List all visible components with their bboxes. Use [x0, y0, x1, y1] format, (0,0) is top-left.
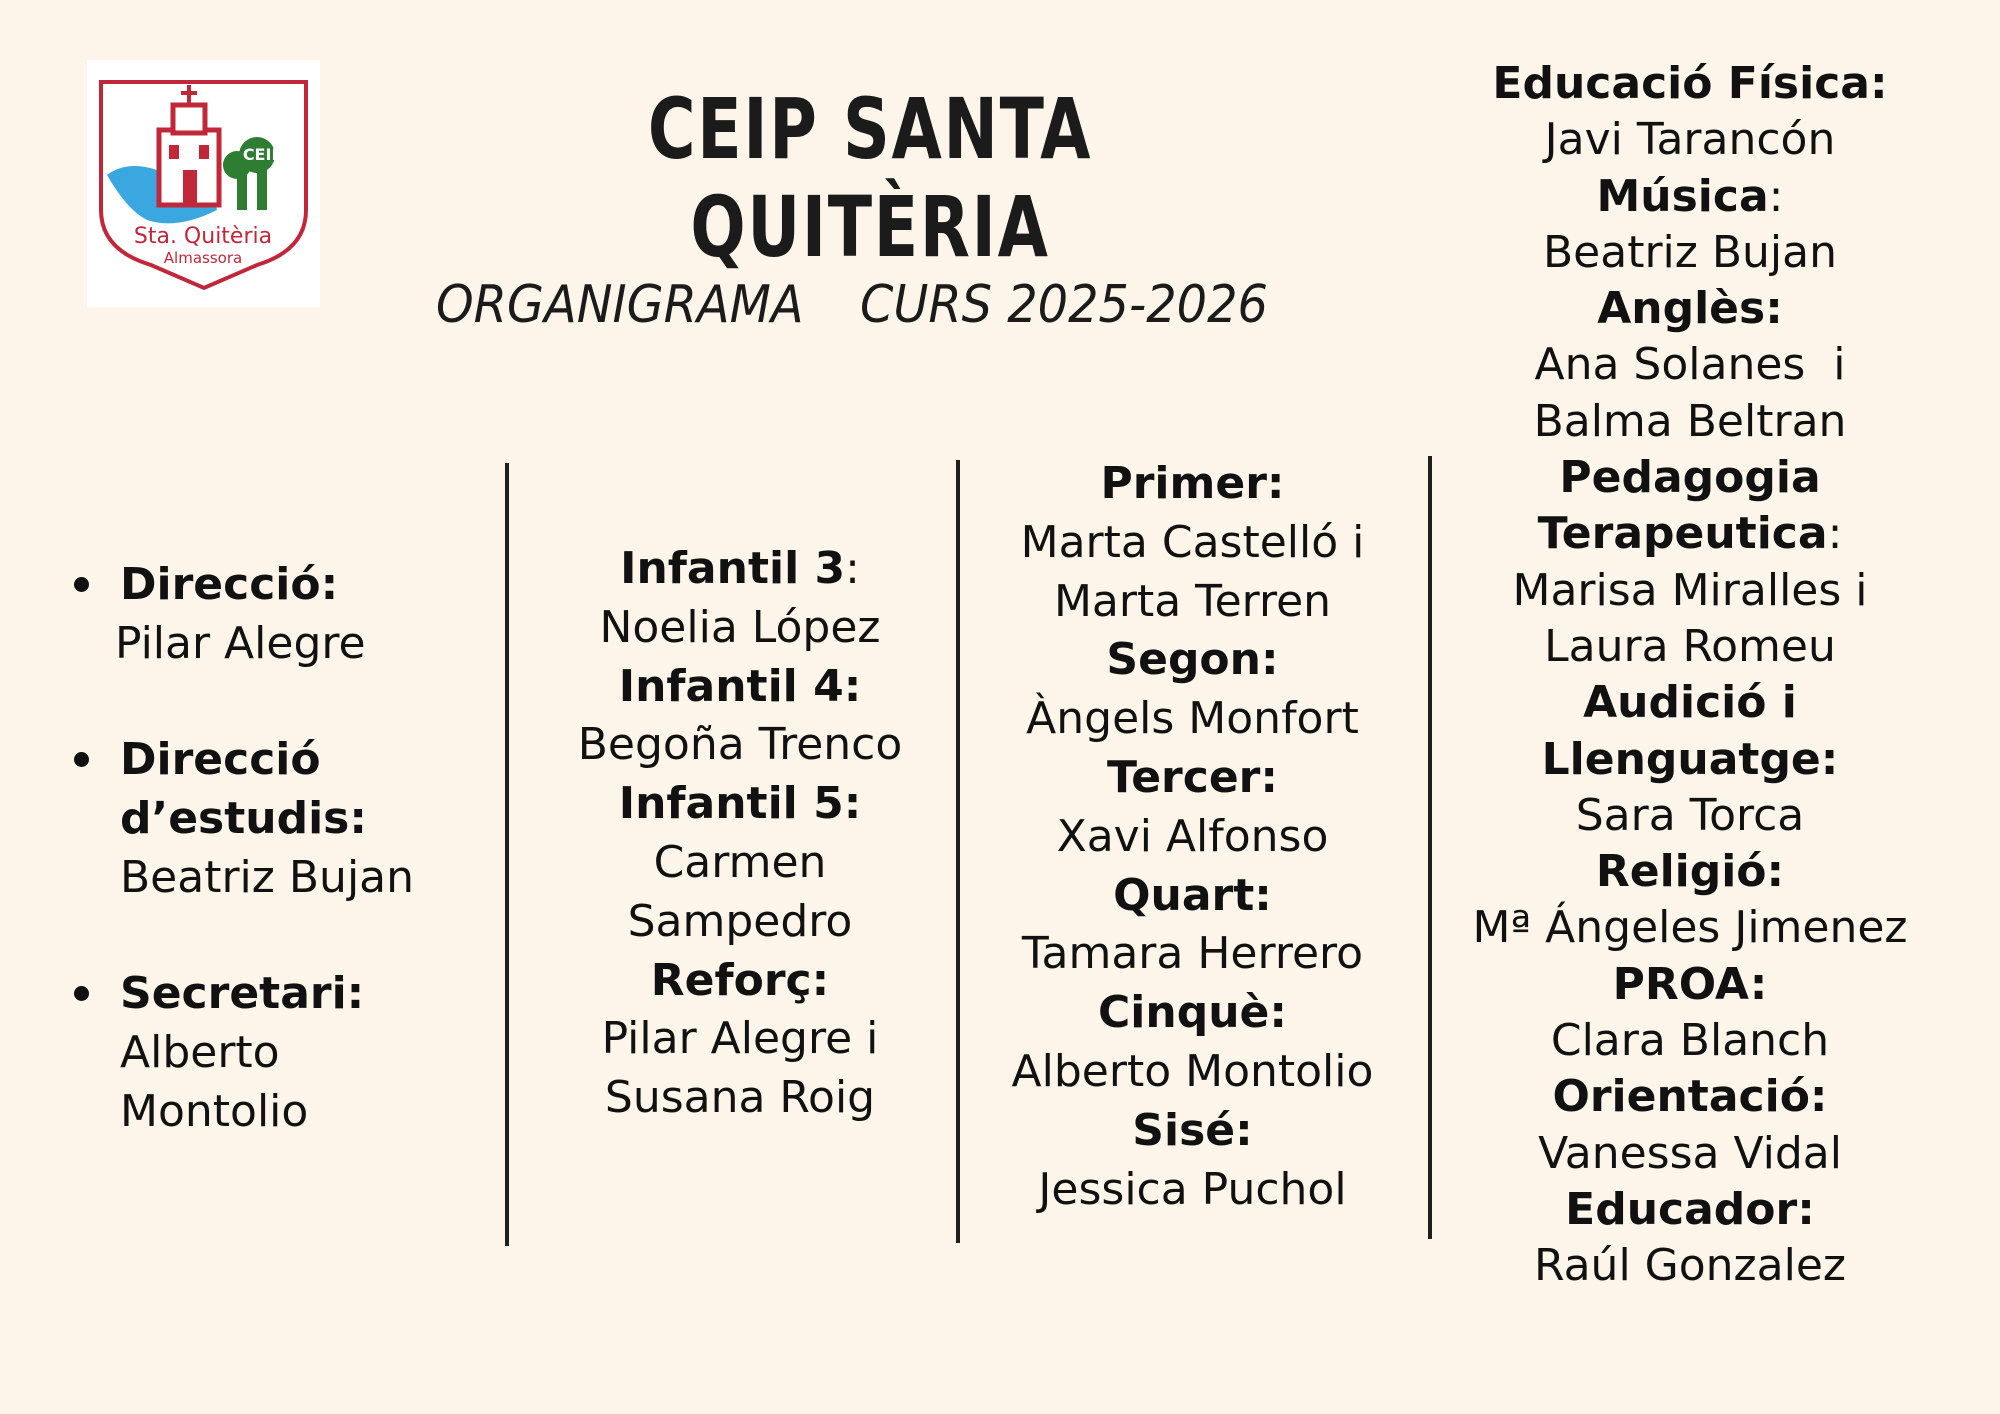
management-item-head-of-studies: Direcció d’estudis: Beatriz Bujan — [70, 730, 470, 907]
role-label: PROA: — [1612, 958, 1768, 1010]
management-item-secretary: Secretari: Alberto Montolio — [70, 964, 470, 1141]
bullet-icon — [74, 577, 89, 592]
person-name: Clara Blanch — [1550, 1015, 1830, 1067]
role-label: Segon: — [1106, 634, 1279, 686]
role-label: Secretari: — [120, 968, 365, 1019]
person-name: Sara Torca — [1575, 789, 1805, 841]
person-name: Alberto Montolio — [1011, 1045, 1374, 1097]
role-label: Infantil 4: — [618, 660, 862, 712]
person-name: Carmen — [653, 836, 827, 888]
management-column: Direcció: Pilar Alegre Direcció d’estudi… — [70, 555, 470, 1198]
page-title: CEIP SANTA QUITÈRIA — [647, 80, 1093, 276]
specialists-column: Educació Física: Javi Tarancón Música: B… — [1440, 56, 1940, 1295]
role-colon: : — [1827, 508, 1843, 560]
role-label: Educador: — [1565, 1183, 1815, 1235]
person-name: Pilar Alegre i — [601, 1013, 879, 1065]
role-label: Audició i — [1583, 677, 1797, 729]
role-label: Sisé: — [1132, 1104, 1253, 1156]
role-label: Quart: — [1113, 869, 1272, 921]
role-label: Pedagogia — [1559, 452, 1821, 504]
role-label: Orientació: — [1552, 1071, 1828, 1123]
infantil-column: Infantil 3: Noelia López Infantil 4: Beg… — [520, 540, 960, 1128]
role-line-musica: Música: — [1440, 169, 1940, 225]
person-name: Balma Beltran — [1533, 395, 1847, 447]
logo-town-text: Almassora — [164, 249, 242, 267]
person-name: Marta Terren — [1053, 575, 1332, 627]
primaria-column: Primer: Marta Castelló i Marta Terren Se… — [970, 455, 1415, 1219]
person-name: Pilar Alegre — [115, 618, 366, 669]
role-label: Direcció: — [120, 559, 339, 610]
person-name: Vanessa Vidal — [1538, 1127, 1842, 1179]
role-label: Tercer: — [1107, 751, 1278, 803]
role-label: Reforç: — [650, 954, 830, 1006]
subtitle-course: CURS 2025-2026 — [860, 275, 1269, 335]
person-name: Marta Castelló i — [1020, 516, 1365, 568]
person-name: Sampedro — [627, 895, 853, 947]
role-line-infantil-3: Infantil 3: — [520, 540, 960, 599]
role-label: Educació Física: — [1492, 58, 1888, 109]
person-name: Mª Ángeles Jimenez — [1472, 902, 1908, 954]
school-logo-icon: CEIP Sta. Quitèria Almassora — [99, 80, 308, 291]
person-name: Alberto — [120, 1027, 280, 1078]
person-name: Susana Roig — [604, 1072, 876, 1124]
subtitle-organigrama: ORGANIGRAMA — [436, 275, 804, 335]
school-logo: CEIP Sta. Quitèria Almassora — [87, 60, 320, 307]
person-name: Xavi Alfonso — [1056, 810, 1329, 862]
role-line-pt: Terapeutica: — [1440, 506, 1940, 562]
person-name: Beatriz Bujan — [120, 852, 415, 903]
person-name: Beatriz Bujan — [1542, 226, 1837, 278]
role-label: Infantil 3 — [620, 543, 846, 594]
column-divider-2 — [956, 460, 960, 1243]
person-name: Jessica Puchol — [1038, 1163, 1347, 1215]
role-label: Direcció — [120, 734, 321, 785]
role-label: Llenguatge: — [1541, 733, 1839, 785]
column-divider-1 — [505, 463, 509, 1246]
column-divider-3 — [1428, 456, 1432, 1239]
role-label: Anglès: — [1597, 283, 1783, 335]
logo-badge-text: CEIP — [243, 145, 284, 164]
role-label: Cinquè: — [1098, 987, 1287, 1039]
role-label: Infantil 5: — [618, 778, 862, 830]
person-name: Ana Solanes i — [1534, 339, 1846, 391]
person-name: Tamara Herrero — [1021, 928, 1364, 980]
role-label: Religió: — [1595, 846, 1785, 898]
logo-name-text: Sta. Quitèria — [134, 224, 272, 249]
bullet-icon — [74, 986, 89, 1001]
role-colon: : — [1768, 170, 1784, 222]
role-label: Música — [1596, 170, 1769, 222]
bullet-icon — [74, 752, 89, 767]
person-name: Àngels Monfort — [1026, 693, 1359, 745]
person-name: Marisa Miralles i — [1512, 564, 1868, 616]
role-label: Terapeutica — [1537, 508, 1828, 560]
person-name: Noelia López — [599, 601, 881, 653]
role-label: Primer: — [1100, 458, 1285, 509]
person-name: Javi Tarancón — [1544, 114, 1836, 166]
person-name: Raúl Gonzalez — [1533, 1240, 1847, 1292]
management-item-director: Direcció: Pilar Alegre — [70, 555, 470, 673]
person-name: Begoña Trenco — [577, 719, 903, 771]
role-label: d’estudis: — [120, 793, 367, 844]
person-name: Laura Romeu — [1544, 620, 1836, 672]
role-colon: : — [845, 543, 860, 594]
person-name: Montolio — [120, 1086, 309, 1137]
